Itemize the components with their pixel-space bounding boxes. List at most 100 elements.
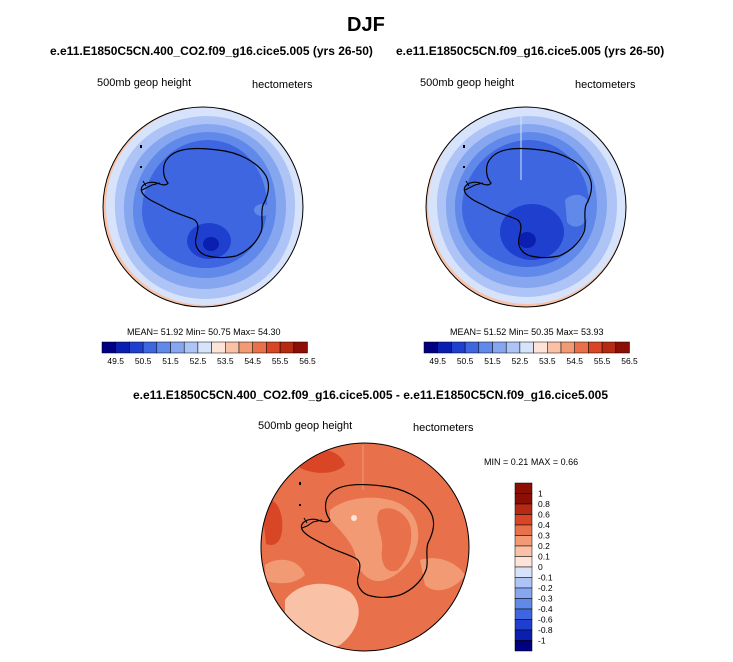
- max-label: Max=: [233, 327, 256, 337]
- colorbar-tick-label: 52.5: [190, 356, 207, 366]
- colorbar-tick-label: 49.5: [429, 356, 446, 366]
- colorbar-swatch: [514, 535, 533, 547]
- panel-ctrl-stats: MEAN= 51.52 Min= 50.35 Max= 53.93: [450, 327, 603, 337]
- mean-value: 51.52: [483, 327, 507, 337]
- antarctica-coastline: [300, 483, 435, 598]
- map-boundary: [102, 106, 304, 308]
- island: [299, 482, 301, 485]
- island: [140, 166, 142, 168]
- antarctica-coastline: [463, 147, 593, 259]
- colorbar-tick-label: 0.8: [538, 499, 550, 509]
- colorbar-tick-label: 0.3: [538, 531, 550, 541]
- colorbar-swatch: [514, 514, 533, 526]
- contour-band: [518, 232, 536, 248]
- colorbar-swatch: [514, 640, 533, 652]
- contour-band: [420, 558, 465, 591]
- colorbar-swatch: [279, 341, 295, 354]
- contour-band: [500, 204, 564, 260]
- colorbar-tick-label: 0.6: [538, 510, 550, 520]
- colorbar-swatch: [514, 598, 533, 610]
- peninsula-islands: [141, 180, 161, 191]
- colorbar-tick-label: 55.5: [594, 356, 611, 366]
- colorbar-tick-label: 54.5: [244, 356, 261, 366]
- island: [140, 145, 142, 148]
- panel-diff-case-title: e.e11.E1850C5CN.400_CO2.f09_g16.cice5.00…: [133, 388, 609, 402]
- colorbar-swatch: [183, 341, 199, 354]
- colorbar-tick-label: -0.1: [538, 573, 553, 583]
- island: [463, 145, 465, 148]
- contour-band: [351, 515, 357, 521]
- colorbar-swatch: [560, 341, 575, 354]
- colorbar-tick-label: 53.5: [217, 356, 234, 366]
- panel-co2-units-label: hectometers: [252, 79, 313, 91]
- colorbar-swatch: [492, 341, 507, 354]
- colorbar-tick-label: 53.5: [539, 356, 556, 366]
- panel-co2-map: [102, 106, 304, 308]
- colorbar-swatch: [514, 619, 533, 631]
- colorbar-swatch: [601, 341, 617, 354]
- colorbar-tick-label: 55.5: [272, 356, 289, 366]
- colorbar-tick-label: 54.5: [566, 356, 583, 366]
- colorbar-tick-label: -0.2: [538, 583, 553, 593]
- island: [299, 504, 301, 506]
- contour-band: [203, 237, 219, 251]
- colorbar-swatch: [464, 341, 480, 354]
- colorbar-tick-label: 52.5: [512, 356, 529, 366]
- colorbar-swatch: [197, 341, 212, 354]
- colorbar-swatch: [423, 341, 438, 354]
- panel-co2-stats: MEAN= 51.92 Min= 50.75 Max= 54.30: [127, 327, 280, 337]
- colorbar-swatch: [266, 341, 281, 354]
- colorbar-swatch: [293, 341, 308, 354]
- colorbar-swatch: [519, 341, 534, 354]
- colorbar-swatch: [514, 503, 533, 515]
- colorbar-swatch: [615, 341, 630, 354]
- colorbar-swatch: [514, 482, 533, 494]
- mean-value: 51.92: [160, 327, 184, 337]
- contour-band: [142, 140, 268, 268]
- colorbar-swatch: [514, 608, 533, 620]
- max-value: 0.66: [560, 457, 579, 467]
- colorbar-swatch: [142, 341, 158, 354]
- max-value: 54.30: [257, 327, 281, 337]
- panel-co2-case-title: e.e11.E1850C5CN.400_CO2.f09_g16.cice5.00…: [50, 44, 373, 58]
- min-value: 50.35: [531, 327, 554, 337]
- colorbar-tick-label: 49.5: [107, 356, 124, 366]
- panel-ctrl-case-title: e.e11.E1850C5CN.f09_g16.cice5.005 (yrs 2…: [396, 44, 665, 58]
- panel-ctrl-field-label: 500mb geop height: [420, 77, 515, 89]
- colorbar-swatch: [588, 341, 603, 354]
- colorbar-swatch: [533, 341, 548, 354]
- colorbar-swatch: [225, 341, 240, 354]
- colorbar-swatch: [514, 577, 533, 589]
- colorbar-swatch: [437, 341, 452, 354]
- contour-band: [265, 559, 305, 584]
- panel-ctrl-colorbar: 49.5 50.5 51.5 52.5 53.5 54.5 55.5 56.5: [423, 341, 638, 366]
- panel-co2-colorbar: 49.5 50.5 51.5 52.5 53.5 54.5 55.5 56.5: [101, 341, 316, 366]
- colorbar-tick-label: -0.8: [538, 625, 553, 635]
- colorbar-swatch: [129, 341, 144, 354]
- panel-ctrl-map: [425, 106, 627, 308]
- min-label: MIN =: [484, 457, 509, 467]
- panel-diff-stats: MIN = 0.21 MAX = 0.66: [484, 457, 578, 467]
- mean-label: MEAN=: [450, 327, 482, 337]
- colorbar-swatch: [238, 341, 253, 354]
- colorbar-tick-label: 51.5: [162, 356, 179, 366]
- colorbar-tick-label: -0.3: [538, 594, 553, 604]
- panel-ctrl-units-label: hectometers: [575, 79, 636, 91]
- colorbar-swatch: [211, 341, 226, 354]
- colorbar-swatch: [514, 493, 533, 505]
- panel-diff-colorbar: 10.80.60.40.30.20.10-0.1-0.2-0.3-0.4-0.6…: [514, 482, 553, 652]
- peninsula-islands: [301, 517, 323, 529]
- peninsula-islands: [464, 180, 484, 191]
- panel-diff-map: [260, 442, 470, 652]
- colorbar-swatch: [514, 566, 533, 578]
- colorbar-tick-label: -1: [538, 636, 546, 646]
- colorbar-tick-label: 1: [538, 489, 543, 499]
- colorbar-swatch: [115, 341, 130, 354]
- min-value: 50.75: [208, 327, 231, 337]
- colorbar-tick-label: 50.5: [457, 356, 474, 366]
- contour-band: [377, 508, 412, 572]
- colorbar-tick-label: 50.5: [135, 356, 152, 366]
- map-boundary: [425, 106, 627, 308]
- colorbar-swatch: [574, 341, 589, 354]
